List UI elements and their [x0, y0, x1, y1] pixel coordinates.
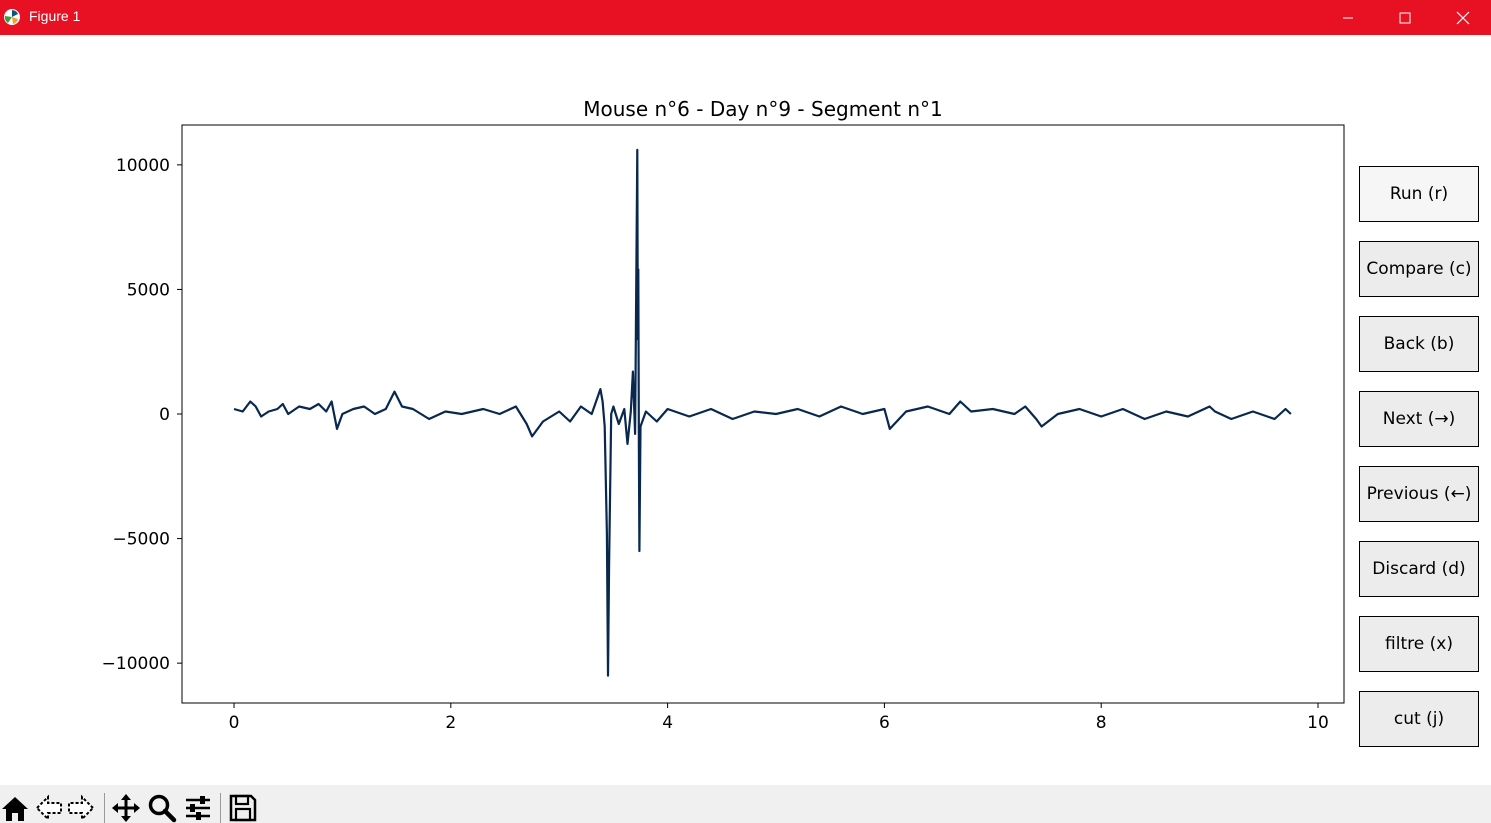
y-tick-label: −5000 — [112, 530, 170, 550]
filter-button[interactable]: filtre (x) — [1359, 616, 1479, 672]
window-titlebar: Figure 1 — [0, 0, 1491, 35]
previous-button[interactable]: Previous (←) — [1359, 466, 1479, 522]
navigation-toolbar — [0, 785, 1491, 823]
save-icon[interactable] — [228, 793, 258, 823]
minimize-button[interactable] — [1325, 0, 1371, 35]
x-tick-label: 8 — [1096, 713, 1107, 733]
toolbar-separator — [220, 793, 221, 823]
y-tick-label: 10000 — [116, 156, 170, 176]
minimize-icon — [1343, 17, 1353, 18]
chart-title: Mouse n°6 - Day n°9 - Segment n°1 — [583, 97, 943, 121]
close-icon — [1456, 11, 1470, 24]
y-tick-label: −10000 — [102, 654, 170, 674]
x-tick-label: 4 — [662, 713, 673, 733]
signal-line — [233, 148, 1292, 677]
back-arrow-icon[interactable] — [34, 793, 64, 823]
x-tick-label: 2 — [445, 713, 456, 733]
window-title: Figure 1 — [29, 8, 81, 24]
next-button[interactable]: Next (→) — [1359, 391, 1479, 447]
run-button[interactable]: Run (r) — [1359, 166, 1479, 222]
plot-area[interactable]: 0 2 4 6 8 10 10000 5000 0 −5000 −10000 — [0, 35, 1491, 785]
matplotlib-logo-icon — [4, 9, 20, 25]
x-tick-label: 0 — [229, 713, 240, 733]
home-icon[interactable] — [0, 793, 30, 823]
zoom-icon[interactable] — [147, 793, 177, 823]
y-tick-label: 5000 — [127, 280, 170, 300]
x-tick-label: 10 — [1307, 713, 1329, 733]
close-button[interactable] — [1440, 0, 1486, 35]
x-tick-label: 6 — [879, 713, 890, 733]
cut-button[interactable]: cut (j) — [1359, 691, 1479, 747]
compare-button[interactable]: Compare (c) — [1359, 241, 1479, 297]
back-button[interactable]: Back (b) — [1359, 316, 1479, 372]
y-tick-label: 0 — [159, 405, 170, 425]
discard-button[interactable]: Discard (d) — [1359, 541, 1479, 597]
maximize-icon — [1399, 12, 1411, 23]
axes-frame — [181, 124, 1345, 704]
toolbar-separator — [104, 793, 105, 823]
maximize-button[interactable] — [1382, 0, 1428, 35]
forward-arrow-icon[interactable] — [66, 793, 96, 823]
pan-icon[interactable] — [111, 793, 141, 823]
configure-subplots-icon[interactable] — [183, 793, 213, 823]
figure-canvas: Mouse n°6 - Day n°9 - Segment n°1 0 2 4 6 8 1… — [0, 35, 1491, 785]
